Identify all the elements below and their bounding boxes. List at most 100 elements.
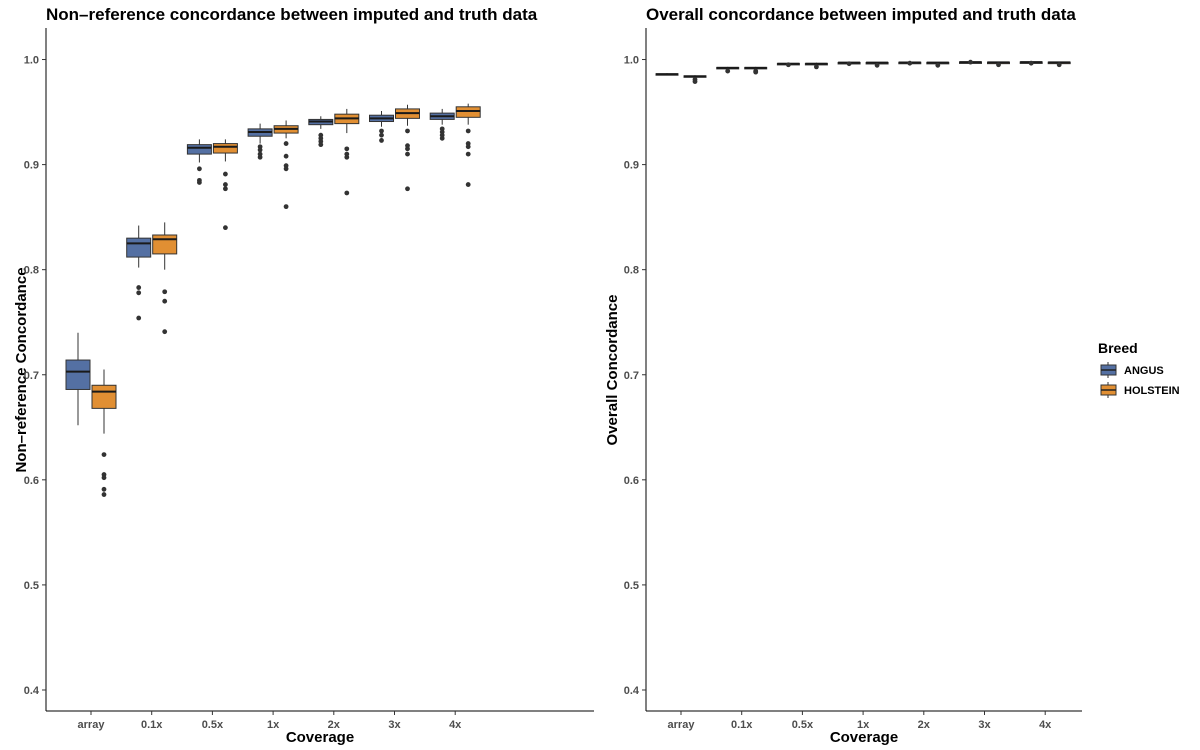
x-axis-label: Coverage (830, 729, 898, 746)
x-tick-label: array (668, 719, 696, 731)
box-body (152, 234, 178, 255)
x-tick-label: 1x (857, 719, 870, 731)
x-tick-label: 0.1x (731, 719, 753, 731)
box-body (455, 106, 481, 118)
box-holstein-4x (1047, 61, 1071, 68)
outlier-point (283, 141, 289, 146)
x-tick-label: 4x (449, 719, 462, 731)
outlier-point (101, 475, 107, 481)
nonref-concordance-panel: Non–reference concordance between impute… (13, 5, 594, 746)
x-tick-label: 4x (1039, 719, 1052, 731)
box-holstein-05x (212, 139, 238, 231)
outlier-point (968, 59, 973, 65)
outlier-point (465, 128, 471, 134)
y-tick-label: 1.0 (624, 55, 639, 67)
outlier-point (223, 171, 228, 177)
outlier-point (379, 132, 384, 138)
outlier-point (1028, 60, 1034, 66)
outlier-point (344, 154, 350, 160)
y-tick-label: 0.9 (624, 160, 639, 172)
x-tick-label: 2x (328, 719, 341, 731)
panel-title: Non–reference concordance between impute… (46, 5, 538, 24)
outlier-point (465, 144, 471, 150)
box-holstein-2x (334, 108, 360, 196)
box-holstein-1x (273, 120, 299, 210)
outlier-point (439, 135, 445, 141)
outlier-point (344, 190, 350, 196)
box-holstein-1x (865, 61, 889, 68)
box-angus-1x (247, 123, 273, 160)
outlier-point (935, 62, 941, 68)
outlier-point (283, 204, 289, 210)
outlier-point (162, 289, 168, 295)
outlier-point (318, 142, 324, 148)
box-holstein-01x (744, 66, 768, 75)
box-holstein-3x (395, 104, 420, 192)
x-tick-label: 0.1x (141, 719, 163, 731)
outlier-point (344, 146, 350, 152)
box-marks (655, 59, 1071, 84)
y-tick-label: 0.9 (24, 160, 39, 172)
x-tick-label: 0.5x (792, 719, 814, 731)
outlier-point (379, 128, 384, 134)
box-body (212, 143, 238, 154)
overall-concordance-panel: Overall concordance between imputed and … (604, 5, 1082, 746)
legend-item-holstein: HOLSTEIN (1100, 382, 1180, 398)
panel-title: Overall concordance between imputed and … (646, 5, 1076, 24)
box-holstein-01x (152, 222, 178, 335)
box-angus-2x (898, 60, 922, 66)
legend-item-angus: ANGUS (1100, 362, 1164, 378)
outlier-point (223, 225, 228, 231)
outlier-point (101, 492, 107, 497)
box-angus-array (65, 332, 91, 426)
outlier-point (257, 154, 263, 160)
box-angus-array (655, 73, 679, 76)
x-tick-label: 0.5x (202, 719, 224, 731)
outlier-point (223, 182, 228, 187)
outlier-point (101, 452, 107, 458)
outlier-point (223, 186, 228, 192)
outlier-point (753, 69, 759, 75)
box-body (65, 359, 91, 390)
y-tick-label: 0.8 (24, 265, 39, 277)
box-angus-1x (837, 61, 861, 67)
x-axis-label: Coverage (286, 729, 354, 746)
outlier-point (162, 329, 168, 335)
legend: Breed ANGUS HOLSTEIN (1098, 340, 1180, 398)
box-marks (65, 103, 481, 497)
x-tick-label: 3x (978, 719, 991, 731)
box-holstein-array (91, 369, 117, 497)
y-tick-label: 0.4 (624, 685, 640, 697)
outlier-point (786, 62, 791, 68)
box-angus-05x (776, 62, 800, 68)
box-angus-01x (716, 66, 740, 74)
outlier-point (907, 60, 913, 66)
box-holstein-05x (804, 62, 828, 70)
y-tick-label: 0.6 (624, 475, 639, 487)
y-tick-label: 0.4 (24, 685, 40, 697)
outlier-point (405, 151, 410, 157)
outlier-point (846, 61, 852, 67)
outlier-point (136, 285, 142, 290)
outlier-point (405, 128, 410, 134)
box-holstein-2x (926, 61, 950, 68)
y-tick-label: 0.5 (624, 580, 639, 592)
y-tick-label: 0.6 (24, 475, 39, 487)
y-tick-label: 0.7 (24, 370, 39, 382)
outlier-point (725, 68, 731, 74)
legend-title: Breed (1098, 340, 1138, 356)
outlier-point (405, 186, 410, 192)
outlier-point (874, 62, 880, 68)
outlier-point (136, 290, 142, 296)
outlier-point (465, 182, 471, 187)
outlier-point (1056, 62, 1062, 68)
outlier-point (162, 298, 168, 304)
x-tick-label: 2x (918, 719, 931, 731)
outlier-point (197, 166, 202, 172)
box-angus-05x (186, 139, 212, 185)
outlier-point (197, 180, 202, 185)
x-tick-label: 1x (267, 719, 280, 731)
box-angus-01x (126, 225, 152, 321)
outlier-point (692, 79, 698, 84)
